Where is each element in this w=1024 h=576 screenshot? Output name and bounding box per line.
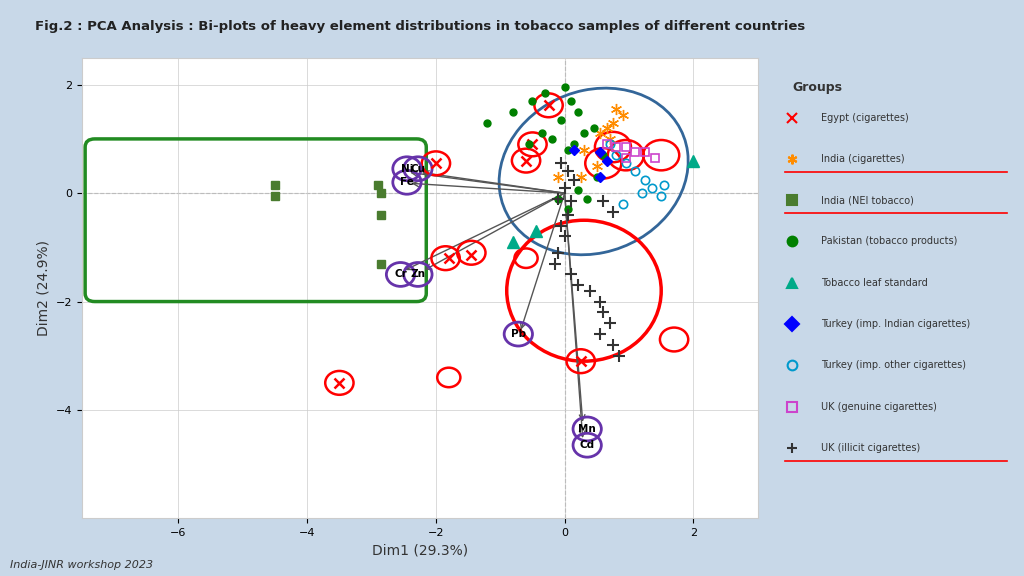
Text: Groups: Groups <box>793 81 843 94</box>
Text: Pb: Pb <box>511 329 526 339</box>
Text: Pakistan (tobacco products): Pakistan (tobacco products) <box>821 237 957 247</box>
Text: India (NEI tobacco): India (NEI tobacco) <box>821 195 914 205</box>
Text: India (cigarettes): India (cigarettes) <box>821 154 905 164</box>
Text: UK (genuine cigarettes): UK (genuine cigarettes) <box>821 402 937 412</box>
Text: Zn: Zn <box>411 270 425 279</box>
Text: Egypt (cigarettes): Egypt (cigarettes) <box>821 112 909 123</box>
Text: Cd: Cd <box>580 440 595 450</box>
X-axis label: Dim1 (29.3%): Dim1 (29.3%) <box>372 544 468 558</box>
Text: Tobacco leaf standard: Tobacco leaf standard <box>821 278 928 288</box>
Text: Cu: Cu <box>411 164 425 174</box>
Text: Mn: Mn <box>579 424 596 434</box>
Text: Ni: Ni <box>400 164 413 174</box>
Text: UK (illicit cigarettes): UK (illicit cigarettes) <box>821 443 921 453</box>
Text: Turkey (imp. Indian cigarettes): Turkey (imp. Indian cigarettes) <box>821 319 971 329</box>
Y-axis label: Dim2 (24.9%): Dim2 (24.9%) <box>36 240 50 336</box>
Text: Cr: Cr <box>394 270 407 279</box>
Text: Turkey (imp. other cigarettes): Turkey (imp. other cigarettes) <box>821 361 967 370</box>
Text: Fig.2 : PCA Analysis : Bi-plots of heavy element distributions in tobacco sample: Fig.2 : PCA Analysis : Bi-plots of heavy… <box>35 20 805 33</box>
Text: Fe: Fe <box>400 177 414 187</box>
Text: India-JINR workshop 2023: India-JINR workshop 2023 <box>10 560 154 570</box>
